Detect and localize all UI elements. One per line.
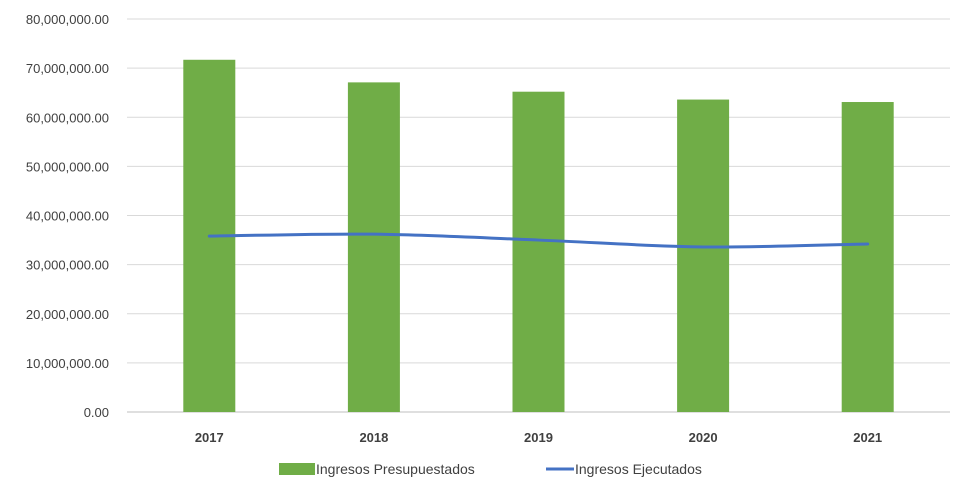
legend-label-line: Ingresos Ejecutados [575,461,702,477]
bar-series [183,59,894,413]
bar-2020 [677,99,730,412]
x-tick-label: 2019 [524,430,553,445]
y-tick-label: 60,000,000.00 [26,110,109,125]
y-tick-label: 10,000,000.00 [26,356,109,371]
x-tick-label: 2017 [195,430,224,445]
y-tick-label: 20,000,000.00 [26,307,109,322]
line-series [207,232,870,249]
line-ingresos-ejecutados [207,232,870,249]
x-tick-label: 2018 [359,430,388,445]
x-axis-tick-labels: 2017 2018 2019 2020 2021 [195,430,882,445]
legend: Ingresos Presupuestados Ingresos Ejecuta… [279,461,702,477]
y-tick-label: 30,000,000.00 [26,258,109,273]
y-tick-label: 0.00 [84,405,109,420]
bar-2021 [841,102,894,413]
bar-2019 [512,91,565,412]
y-tick-label: 80,000,000.00 [26,12,109,27]
y-tick-label: 40,000,000.00 [26,209,109,224]
legend-label-bar: Ingresos Presupuestados [316,461,475,477]
legend-swatch-bar [279,463,315,475]
bar-2018 [347,82,400,412]
y-axis-tick-labels: 0.00 10,000,000.00 20,000,000.00 30,000,000… [26,12,109,420]
y-tick-label: 70,000,000.00 [26,61,109,76]
y-tick-label: 50,000,000.00 [26,159,109,174]
x-tick-label: 2021 [853,430,882,445]
x-tick-label: 2020 [689,430,718,445]
